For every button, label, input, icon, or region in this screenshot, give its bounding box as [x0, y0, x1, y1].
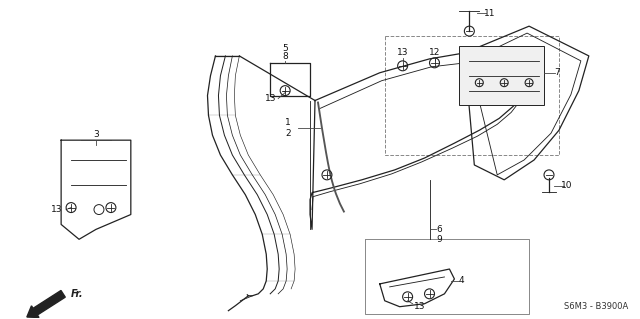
Text: 12: 12 — [429, 48, 440, 57]
Text: 9: 9 — [436, 235, 442, 244]
Text: 5: 5 — [282, 44, 288, 54]
Text: 8: 8 — [282, 52, 288, 61]
Text: 13: 13 — [264, 94, 276, 103]
Bar — [460, 46, 544, 106]
Text: 1: 1 — [285, 118, 291, 127]
Text: 4: 4 — [459, 277, 464, 286]
Text: 13: 13 — [414, 302, 426, 311]
FancyArrow shape — [27, 291, 65, 317]
Text: 13: 13 — [397, 48, 408, 57]
Text: 13: 13 — [51, 205, 63, 214]
Text: 3: 3 — [93, 130, 99, 139]
Text: 10: 10 — [561, 181, 573, 190]
Text: 6: 6 — [436, 225, 442, 234]
Text: Fr.: Fr. — [71, 289, 84, 299]
Text: S6M3 - B3900A: S6M3 - B3900A — [564, 302, 628, 311]
Text: 7: 7 — [554, 68, 560, 77]
Text: 11: 11 — [483, 9, 495, 18]
Text: 2: 2 — [285, 129, 291, 138]
